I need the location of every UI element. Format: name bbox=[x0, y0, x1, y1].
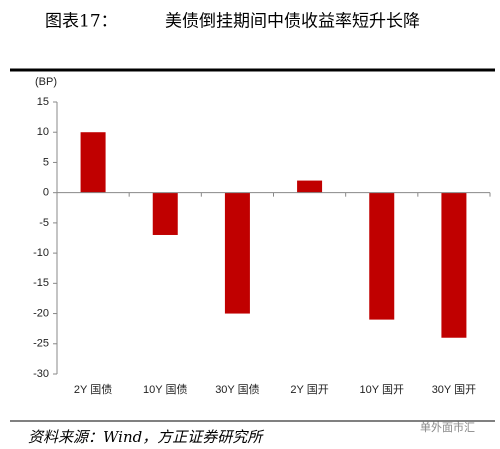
x-tick-label: 10Y 国债 bbox=[143, 382, 187, 396]
x-tick-label: 30Y 国债 bbox=[215, 382, 259, 396]
bar bbox=[441, 192, 467, 338]
y-tick-label: -10 bbox=[33, 247, 49, 259]
chart-label: 图表17： bbox=[45, 12, 118, 32]
bar bbox=[369, 192, 395, 320]
source: 资料来源：Wind，方正证券研究所 bbox=[28, 428, 264, 446]
x-tick-label: 10Y 国开 bbox=[360, 383, 404, 396]
y-tick-label: -20 bbox=[33, 307, 49, 319]
y-tick-label: 15 bbox=[37, 96, 49, 108]
y-tick-label: 5 bbox=[43, 156, 49, 168]
bar bbox=[297, 180, 323, 193]
y-tick-label: -5 bbox=[39, 217, 49, 229]
x-tick-label: 2Y 国债 bbox=[74, 382, 112, 396]
y-tick-label: -15 bbox=[33, 277, 49, 289]
chart-title: 美债倒挂期间中债收益率短升长降 bbox=[165, 12, 420, 32]
bar bbox=[224, 192, 250, 314]
watermark: 单外面市汇 bbox=[420, 420, 475, 434]
y-tick-label: -25 bbox=[33, 338, 49, 350]
y-tick-label: 10 bbox=[37, 126, 49, 138]
bar bbox=[152, 192, 178, 235]
x-tick-label: 2Y 国开 bbox=[290, 383, 328, 396]
y-tick-label: 0 bbox=[43, 187, 49, 199]
x-tick-label: 30Y 国开 bbox=[432, 383, 476, 396]
y-tick-label: -30 bbox=[33, 368, 49, 380]
bar bbox=[80, 132, 106, 193]
y-axis-label: (BP) bbox=[35, 76, 57, 88]
